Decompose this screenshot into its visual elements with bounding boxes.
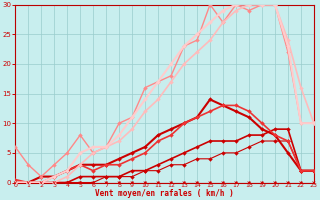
X-axis label: Vent moyen/en rafales ( km/h ): Vent moyen/en rafales ( km/h ) [95,189,234,198]
